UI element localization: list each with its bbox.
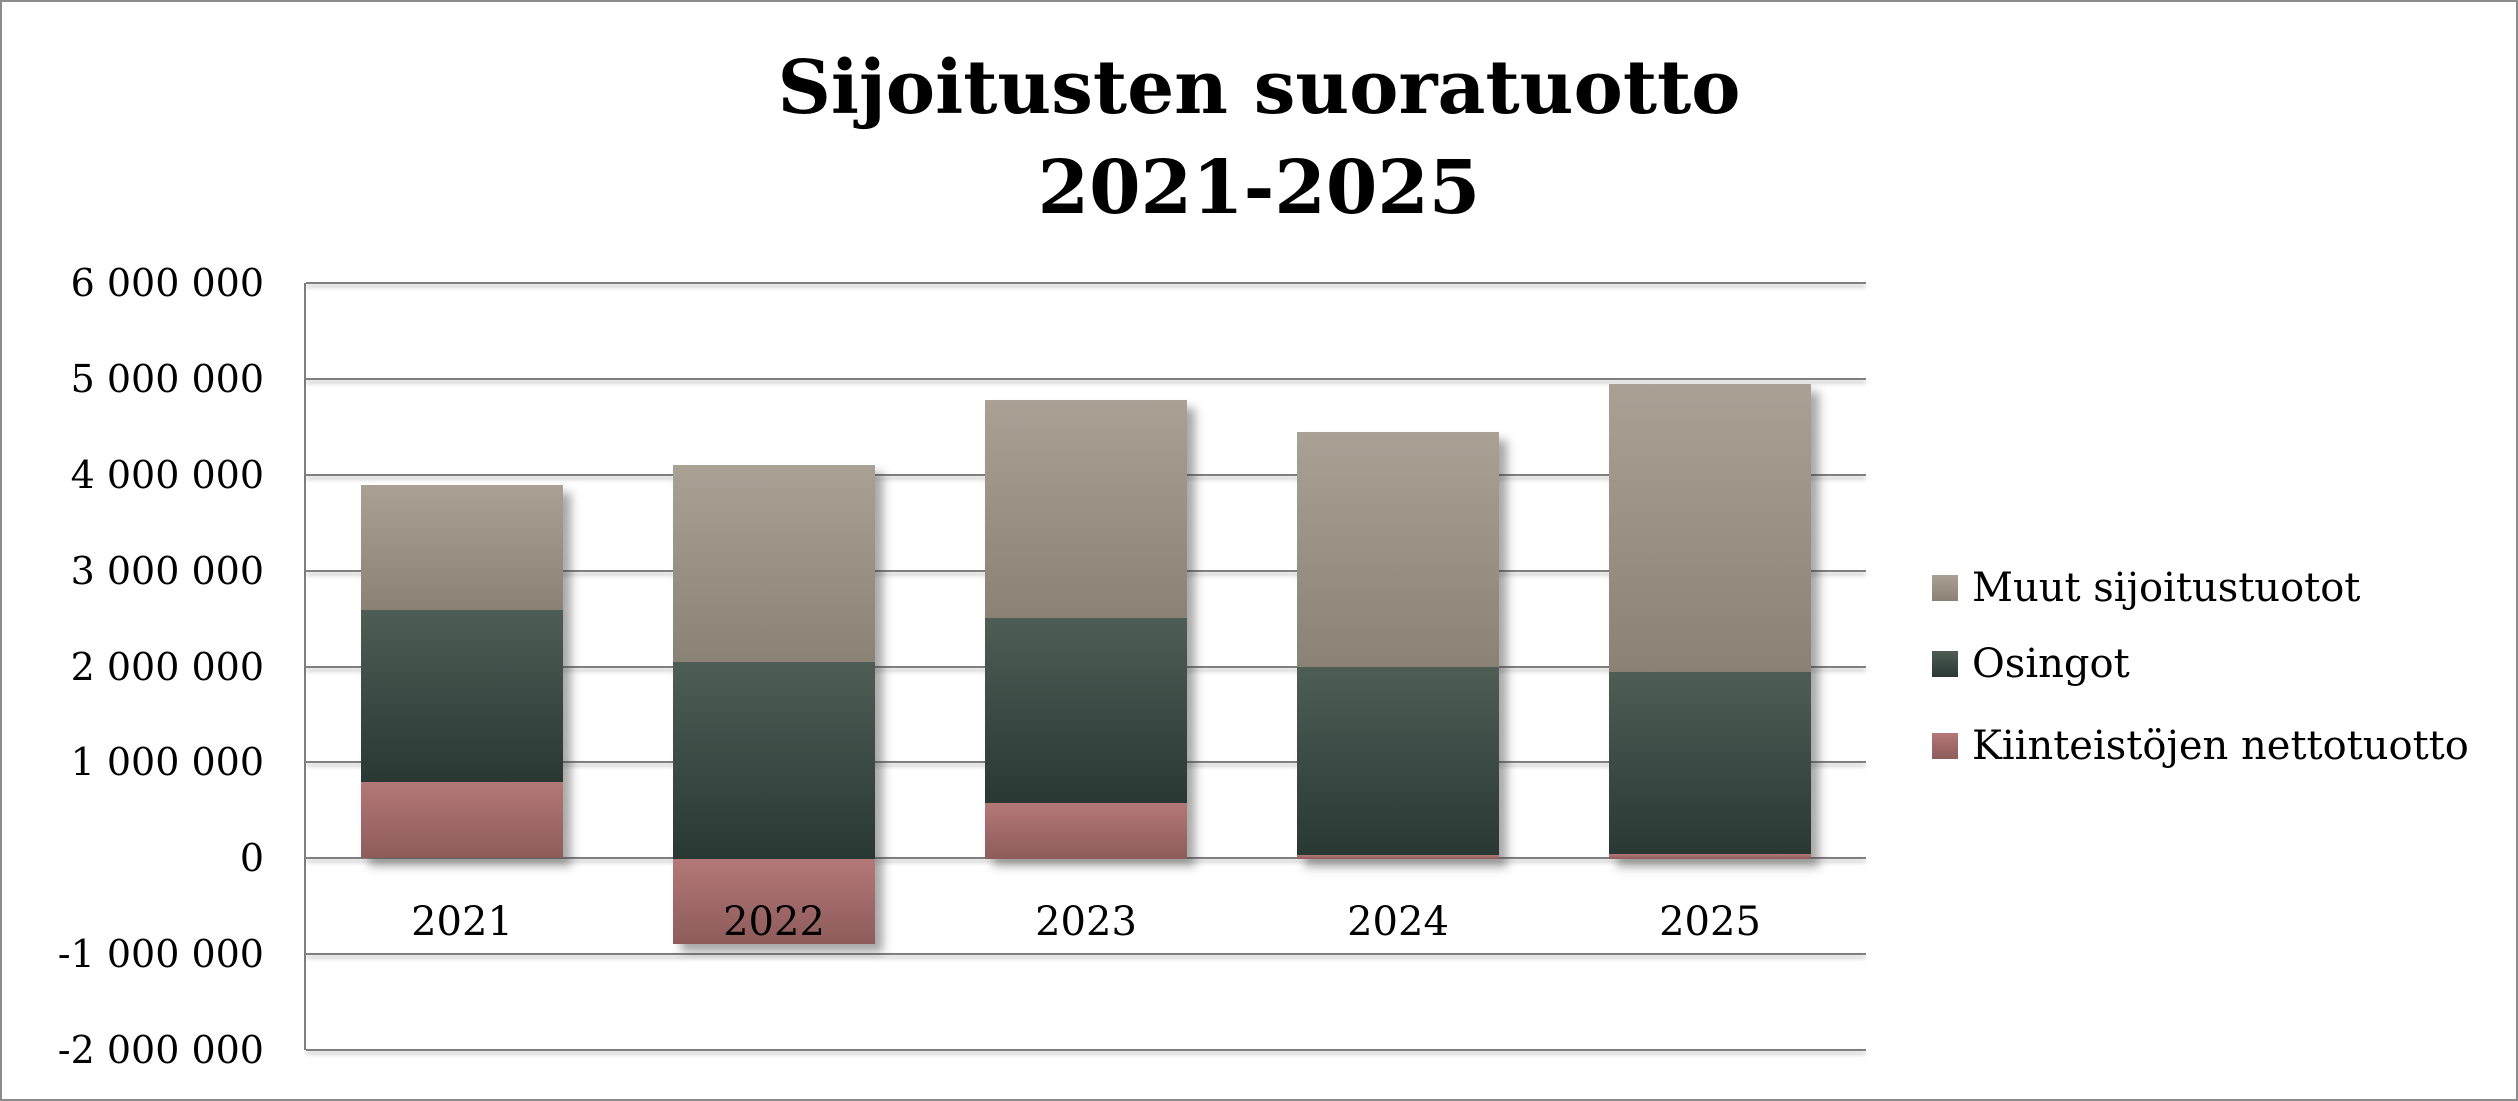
x-axis-label-2022: 2022	[723, 899, 825, 945]
legend-swatch-osingot	[1932, 651, 1958, 677]
bar-segment-muut-sijoitustuotot-2021	[361, 485, 563, 610]
bar-segment-osingot-2024	[1297, 667, 1499, 855]
y-axis-line	[304, 283, 306, 1050]
chart-title-line1: Sijoitusten suoratuotto	[777, 45, 1741, 131]
bar-segment-muut-sijoitustuotot-2022	[673, 465, 875, 662]
y-axis-label: 0	[239, 836, 264, 880]
gridline-6000000	[306, 282, 1866, 284]
bar-segment-osingot-2025	[1609, 672, 1811, 854]
gridline--2000000	[306, 1049, 1866, 1051]
bar-2024	[1297, 432, 1499, 859]
bar-segment-kiinteist-jen-nettotuotto-2023	[985, 803, 1187, 859]
bar-segment-kiinteist-jen-nettotuotto-2025	[1609, 854, 1811, 859]
y-axis-label: -2 000 000	[57, 1028, 264, 1072]
y-axis-label: 4 000 000	[70, 453, 264, 497]
y-axis-label: -1 000 000	[57, 932, 264, 976]
bar-segment-osingot-2021	[361, 610, 563, 782]
y-axis-label: 5 000 000	[70, 357, 264, 401]
x-axis-label-2025: 2025	[1659, 899, 1761, 945]
bar-2021	[361, 485, 563, 858]
x-axis-label-2021: 2021	[411, 899, 513, 945]
bar-segment-kiinteist-jen-nettotuotto-2022	[673, 858, 875, 944]
bar-segment-muut-sijoitustuotot-2025	[1609, 384, 1811, 672]
bar-segment-muut-sijoitustuotot-2023	[985, 400, 1187, 618]
plot-area	[304, 282, 1866, 1051]
y-axis-label: 6 000 000	[70, 261, 264, 305]
legend-item-muut-sijoitustuotot: Muut sijoitustuotot	[1932, 568, 2360, 608]
legend-label-kiinteist-jen-nettotuotto: Kiinteistöjen nettotuotto	[1972, 723, 2469, 769]
bar-2025	[1609, 384, 1811, 859]
legend-swatch-kiinteist-jen-nettotuotto	[1932, 733, 1958, 759]
x-axis-label-2023: 2023	[1035, 899, 1137, 945]
legend-item-osingot: Osingot	[1932, 644, 2130, 684]
bar-segment-osingot-2022	[673, 662, 875, 859]
bar-segment-muut-sijoitustuotot-2024	[1297, 432, 1499, 667]
bar-segment-kiinteist-jen-nettotuotto-2024	[1297, 855, 1499, 859]
y-axis-label: 3 000 000	[70, 549, 264, 593]
gridline--1000000	[306, 953, 1866, 955]
bar-2022	[673, 465, 875, 944]
legend-item-kiinteist-jen-nettotuotto: Kiinteistöjen nettotuotto	[1932, 726, 2469, 766]
x-axis-label-2024: 2024	[1347, 899, 1449, 945]
y-axis-label: 1 000 000	[70, 740, 264, 784]
bar-2023	[985, 400, 1187, 859]
gridline-5000000	[306, 378, 1866, 380]
legend-label-muut-sijoitustuotot: Muut sijoitustuotot	[1972, 565, 2361, 611]
chart-title-line2: 2021-2025	[1037, 145, 1481, 231]
bar-segment-kiinteist-jen-nettotuotto-2021	[361, 781, 563, 858]
y-axis-label: 2 000 000	[70, 645, 264, 689]
chart-title: Sijoitusten suoratuotto 2021-2025	[2, 38, 2516, 238]
bar-segment-osingot-2023	[985, 618, 1187, 803]
legend-swatch-muut-sijoitustuotot	[1932, 575, 1958, 601]
legend-label-osingot: Osingot	[1972, 641, 2130, 687]
